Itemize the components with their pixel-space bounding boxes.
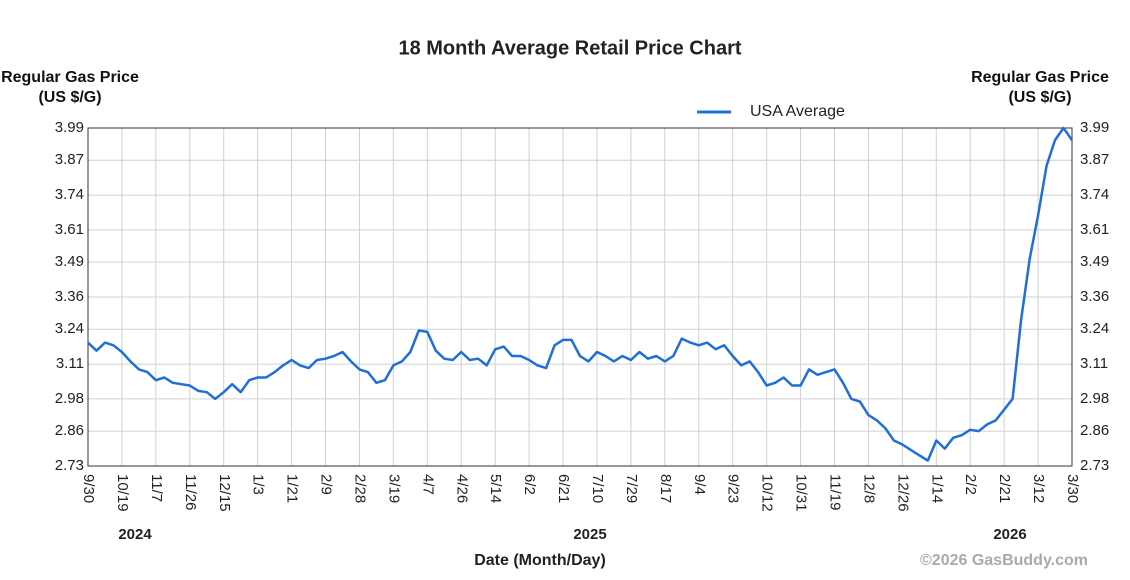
y-axis-title: Regular Gas Price (US $/G) <box>1 69 139 106</box>
x-tick-label: 1/3 <box>250 474 267 495</box>
y-tick-label: 3.11 <box>56 355 84 372</box>
x-tick-label: 2/28 <box>351 474 368 503</box>
y2-tick-label: 3.36 <box>1080 288 1109 305</box>
y2-tick-label: 3.49 <box>1080 253 1109 270</box>
x-tick-label: 3/19 <box>385 474 402 503</box>
x-tick-label: 12/8 <box>860 474 877 503</box>
series-line <box>87 126 1074 462</box>
y-tick-label: 3.36 <box>55 288 84 305</box>
x-tick-label: 10/31 <box>793 474 810 512</box>
x-tick-label: 9/30 <box>80 474 97 503</box>
year-label: 2026 <box>993 526 1026 543</box>
y-tick-label: 3.74 <box>55 186 84 203</box>
y-tick-label: 2.86 <box>55 422 84 439</box>
x-tick-label: 11/26 <box>182 474 199 510</box>
legend-label: USA Average <box>750 103 845 120</box>
x-tick-label: 4/26 <box>453 474 470 503</box>
year-label: 2025 <box>573 526 606 543</box>
x-tick-label: 1/14 <box>928 474 945 503</box>
x-tick-label: 3/12 <box>1030 474 1047 503</box>
y2-tick-label: 2.73 <box>1080 457 1109 474</box>
y2-tick-label: 3.74 <box>1080 186 1109 203</box>
y-tick-label: 2.98 <box>55 390 84 407</box>
x-tick-label: 10/12 <box>759 474 776 512</box>
year-label: 2024 <box>118 526 152 543</box>
y2-tick-label: 3.87 <box>1080 151 1109 168</box>
y2-tick-label: 3.24 <box>1080 320 1109 337</box>
x-tick-label: 2/21 <box>996 474 1013 503</box>
x-tick-label: 12/15 <box>216 474 233 512</box>
plot-frame <box>87 127 1073 467</box>
x-tick-label: 10/19 <box>114 474 131 512</box>
x-tick-label: 2/2 <box>962 474 979 495</box>
x-tick-label: 7/10 <box>589 474 606 503</box>
x-tick-label: 3/30 <box>1064 474 1081 503</box>
y-tick-label: 3.87 <box>55 151 84 168</box>
x-tick-label: 5/14 <box>487 474 504 503</box>
y2-tick-label: 3.99 <box>1080 119 1109 136</box>
y2-axis-title: Regular Gas Price (US $/G) <box>971 69 1109 106</box>
x-tick-label: 11/7 <box>148 474 165 502</box>
y2-tick-label: 3.11 <box>1080 355 1108 372</box>
x-tick-label: 2/9 <box>318 474 335 495</box>
x-tick-label: 7/29 <box>623 474 640 503</box>
y2-tick-label: 2.86 <box>1080 422 1109 439</box>
y-tick-label: 3.61 <box>55 221 84 238</box>
x-tick-label: 6/2 <box>521 474 538 495</box>
chart-title: 18 Month Average Retail Price Chart <box>398 37 741 59</box>
y-tick-label: 3.24 <box>55 320 84 337</box>
credit: ©2026 GasBuddy.com <box>920 552 1088 569</box>
y-tick-label: 3.49 <box>55 253 84 270</box>
x-tick-label: 9/4 <box>691 474 708 495</box>
x-tick-label: 9/23 <box>725 474 742 503</box>
x-tick-label: 11/19 <box>827 474 844 510</box>
x-tick-label: 1/21 <box>284 474 301 503</box>
x-tick-label: 6/21 <box>555 474 572 503</box>
x-tick-label: 4/7 <box>419 474 436 495</box>
x-tick-label: 12/26 <box>894 474 911 512</box>
y2-tick-label: 2.98 <box>1080 390 1109 407</box>
y-tick-label: 3.99 <box>55 119 84 136</box>
x-tick-label: 8/17 <box>657 474 674 503</box>
x-axis-title: Date (Month/Day) <box>474 552 606 569</box>
y-tick-label: 2.73 <box>55 457 84 474</box>
y2-tick-label: 3.61 <box>1080 221 1109 238</box>
